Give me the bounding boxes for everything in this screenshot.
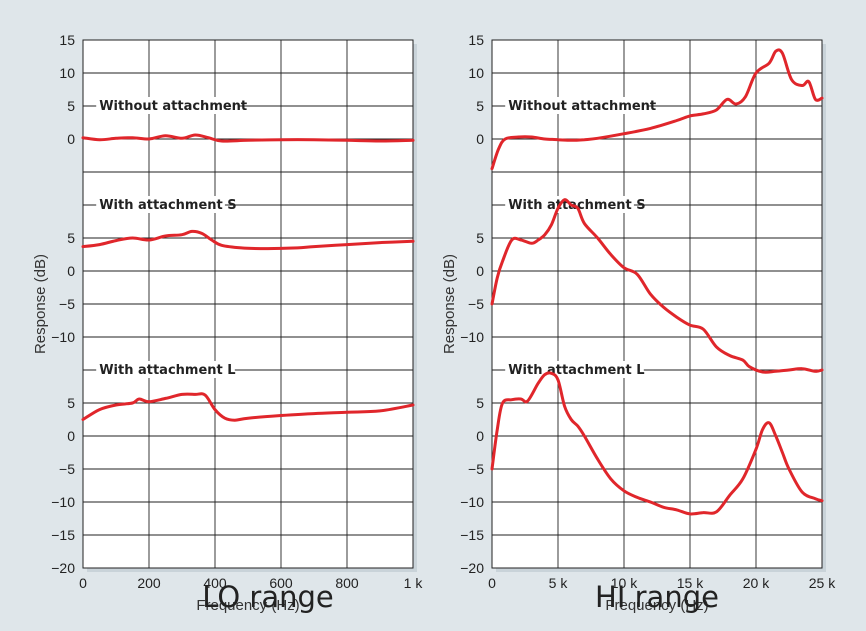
hi-y-tick-label: −5 — [468, 461, 484, 477]
lo-y-tick-label: −10 — [51, 329, 75, 345]
lo-curve-label: Without attachment — [99, 99, 247, 114]
lo-y-axis-label: Response (dB) — [32, 254, 49, 354]
lo-y-tick-label: −5 — [59, 461, 75, 477]
lo-x-tick-label: 1 k — [404, 575, 424, 591]
hi-curve-label-bg — [505, 361, 644, 378]
lo-x-tick-label: 400 — [203, 575, 227, 591]
lo-y-tick-label: 0 — [67, 131, 75, 147]
lo-curve-label-bg — [96, 97, 239, 114]
hi-series-line-1 — [490, 48, 824, 171]
hi-y-tick-label: −20 — [460, 560, 484, 576]
lo-y-tick-label: 0 — [67, 428, 75, 444]
lo-x-tick-label: 600 — [269, 575, 293, 591]
hi-y-tick-label: 0 — [476, 263, 484, 279]
lo-y-tick-label: −5 — [59, 296, 75, 312]
lo-panel: 0 200 400 600 800 1 k 15 10 5 0 5 0 −5 −10 5 0 −5 −10 −15 −… — [32, 32, 423, 614]
hi-y-tick-label: 5 — [476, 98, 484, 114]
hi-panel: 0 5 k 10 k 15 k 20 k 25 k 15 10 5 0 5 0 −5 −10 5 0 −5 −10… — [441, 32, 836, 614]
lo-y-tick-label: 15 — [59, 32, 75, 48]
lo-y-tick-label: −20 — [51, 560, 75, 576]
lo-series-line-2 — [81, 229, 415, 251]
hi-y-tick-label: 0 — [476, 131, 484, 147]
hi-curve-label: Without attachment — [508, 99, 656, 114]
hi-y-tick-label: 5 — [476, 395, 484, 411]
lo-y-tick-label: −15 — [51, 527, 75, 543]
hi-y-tick-label: 15 — [468, 32, 484, 48]
hi-y-axis-label: Response (dB) — [441, 254, 458, 354]
hi-series-line-3 — [490, 371, 824, 516]
hi-x-tick-label: 15 k — [677, 575, 704, 591]
hi-y-tick-label: 5 — [476, 230, 484, 246]
hi-x-axis-label: Frequency (Hz) — [605, 597, 708, 614]
hi-x-tick-label: 20 k — [743, 575, 770, 591]
lo-x-tick-label: 800 — [335, 575, 359, 591]
hi-curve-label-bg — [505, 97, 648, 114]
lo-curve-label: With attachment S — [99, 198, 236, 213]
hi-y-tick-label: 10 — [468, 65, 484, 81]
lo-y-tick-label: −10 — [51, 494, 75, 510]
hi-y-tick-label: −15 — [460, 527, 484, 543]
hi-y-tick-label: −5 — [468, 296, 484, 312]
lo-curve-label: With attachment L — [99, 363, 235, 378]
hi-curve-label: With attachment L — [508, 363, 644, 378]
lo-curve-label-bg — [96, 361, 235, 378]
lo-curve-label-bg — [96, 196, 225, 213]
lo-y-tick-label: 0 — [67, 263, 75, 279]
hi-x-tick-label: 5 k — [549, 575, 569, 591]
hi-x-tick-label: 0 — [488, 575, 496, 591]
lo-x-axis-label: Frequency (Hz) — [196, 597, 299, 614]
lo-x-tick-label: 0 — [79, 575, 87, 591]
hi-y-tick-label: −10 — [460, 494, 484, 510]
lo-y-tick-label: 5 — [67, 395, 75, 411]
hi-y-tick-label: −10 — [460, 329, 484, 345]
hi-x-tick-label: 25 k — [809, 575, 836, 591]
hi-y-tick-label: 0 — [476, 428, 484, 444]
lo-y-tick-label: 5 — [67, 98, 75, 114]
hi-series-line-2 — [490, 198, 824, 374]
lo-y-tick-label: 5 — [67, 230, 75, 246]
lo-series-line-3 — [81, 392, 415, 422]
lo-y-tick-label: 10 — [59, 65, 75, 81]
lo-x-tick-label: 200 — [137, 575, 161, 591]
hi-x-tick-label: 10 k — [611, 575, 638, 591]
lo-panel-title: LO range — [202, 580, 334, 614]
lo-series-line-1 — [81, 133, 415, 143]
hi-panel-title: HI range — [595, 580, 719, 614]
